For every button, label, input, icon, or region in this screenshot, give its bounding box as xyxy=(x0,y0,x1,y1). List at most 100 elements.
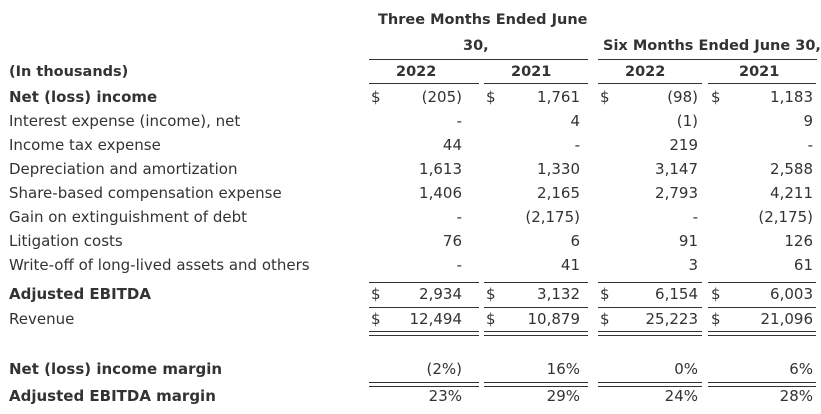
currency-symbol: $ xyxy=(371,310,381,328)
table-cell: 0% xyxy=(674,360,698,378)
table-cell: 24% xyxy=(664,387,698,405)
currency-symbol: $ xyxy=(711,310,721,328)
table-cell: (2%) xyxy=(426,360,462,378)
row-label: Gain on extinguishment of debt xyxy=(9,208,248,226)
table-cell: 10,879 xyxy=(527,310,581,328)
table-cell: 126 xyxy=(784,232,813,250)
year-col-1: 2022 xyxy=(396,64,437,80)
table-cell: - xyxy=(456,112,462,130)
table-cell: 28% xyxy=(779,387,813,405)
rule-above-revenue-3 xyxy=(598,307,702,308)
table-cell: 3,147 xyxy=(655,160,698,178)
double-rule-margin-4 xyxy=(708,382,816,387)
table-cell: 219 xyxy=(669,136,698,154)
table-cell: 4 xyxy=(570,112,580,130)
currency-symbol: $ xyxy=(371,285,381,303)
header-six-months-rule xyxy=(598,59,817,60)
double-rule-revenue-1 xyxy=(369,331,479,336)
row-label: Revenue xyxy=(9,310,75,328)
row-label: Adjusted EBITDA xyxy=(9,285,151,303)
rule-above-revenue-2 xyxy=(484,307,588,308)
table-cell: 6% xyxy=(789,360,813,378)
table-cell: 1,183 xyxy=(770,88,813,106)
table-cell: 1,406 xyxy=(419,184,462,202)
year-rule-3 xyxy=(598,83,702,84)
year-col-4: 2021 xyxy=(739,64,780,80)
table-cell: (1) xyxy=(676,112,698,130)
table-cell: 44 xyxy=(442,136,462,154)
table-cell: 6,154 xyxy=(655,285,698,303)
table-cell: - xyxy=(456,256,462,274)
table-cell: 12,494 xyxy=(409,310,463,328)
row-label: Net (loss) income xyxy=(9,88,158,106)
year-rule-1 xyxy=(369,83,479,84)
units-label: (In thousands) xyxy=(9,64,129,80)
currency-symbol: $ xyxy=(600,285,610,303)
currency-symbol: $ xyxy=(371,88,381,106)
table-cell: - xyxy=(807,136,813,154)
table-cell: 9 xyxy=(803,112,813,130)
row-label: Interest expense (income), net xyxy=(9,112,241,130)
table-cell: (98) xyxy=(667,88,698,106)
double-rule-revenue-3 xyxy=(598,331,702,336)
currency-symbol: $ xyxy=(600,88,610,106)
currency-symbol: $ xyxy=(600,310,610,328)
table-cell: 29% xyxy=(546,387,580,405)
currency-symbol: $ xyxy=(486,310,496,328)
rule-above-revenue-1 xyxy=(369,307,479,308)
table-cell: 25,223 xyxy=(645,310,699,328)
table-cell: - xyxy=(456,208,462,226)
table-cell: - xyxy=(574,136,580,154)
double-rule-revenue-2 xyxy=(484,331,588,336)
double-rule-margin-3 xyxy=(598,382,702,387)
currency-symbol: $ xyxy=(486,88,496,106)
rule-above-adjusted-ebitda-1 xyxy=(369,282,479,283)
rule-above-adjusted-ebitda-2 xyxy=(484,282,588,283)
table-cell: (2,175) xyxy=(525,208,580,226)
header-three-months-rule xyxy=(369,59,588,60)
row-label: Share-based compensation expense xyxy=(9,184,282,202)
table-cell: 6,003 xyxy=(770,285,813,303)
year-col-3: 2022 xyxy=(625,64,666,80)
header-three-months-line2: 30, xyxy=(463,38,489,54)
year-rule-4 xyxy=(708,83,816,84)
double-rule-margin-2 xyxy=(484,382,588,387)
table-cell: 6 xyxy=(570,232,580,250)
table-cell: 91 xyxy=(678,232,698,250)
table-cell: 1,330 xyxy=(537,160,580,178)
year-col-2: 2021 xyxy=(511,64,552,80)
row-label: Write-off of long-lived assets and other… xyxy=(9,256,310,274)
header-six-months: Six Months Ended June 30, xyxy=(603,38,821,54)
row-label: Adjusted EBITDA margin xyxy=(9,387,216,405)
table-cell: 3,132 xyxy=(537,285,580,303)
table-cell: 23% xyxy=(428,387,462,405)
table-cell: 61 xyxy=(793,256,813,274)
table-cell: 2,934 xyxy=(419,285,462,303)
row-label: Depreciation and amortization xyxy=(9,160,238,178)
table-cell: - xyxy=(692,208,698,226)
currency-symbol: $ xyxy=(711,285,721,303)
table-cell: (2,175) xyxy=(758,208,813,226)
table-cell: 1,613 xyxy=(419,160,462,178)
table-cell: 16% xyxy=(546,360,580,378)
table-cell: 3 xyxy=(688,256,698,274)
table-cell: 2,588 xyxy=(770,160,813,178)
row-label: Income tax expense xyxy=(9,136,161,154)
table-cell: 2,793 xyxy=(655,184,698,202)
table-cell: 76 xyxy=(442,232,462,250)
double-rule-margin-1 xyxy=(369,382,479,387)
rule-above-adjusted-ebitda-4 xyxy=(708,282,816,283)
table-cell: 1,761 xyxy=(537,88,580,106)
currency-symbol: $ xyxy=(711,88,721,106)
rule-above-revenue-4 xyxy=(708,307,816,308)
table-cell: (205) xyxy=(421,88,462,106)
header-three-months-line1: Three Months Ended June xyxy=(378,12,588,28)
row-label: Litigation costs xyxy=(9,232,123,250)
table-cell: 41 xyxy=(560,256,580,274)
table-cell: 2,165 xyxy=(537,184,580,202)
year-rule-2 xyxy=(484,83,588,84)
rule-above-adjusted-ebitda-3 xyxy=(598,282,702,283)
table-cell: 21,096 xyxy=(760,310,814,328)
table-cell: 4,211 xyxy=(770,184,813,202)
currency-symbol: $ xyxy=(486,285,496,303)
